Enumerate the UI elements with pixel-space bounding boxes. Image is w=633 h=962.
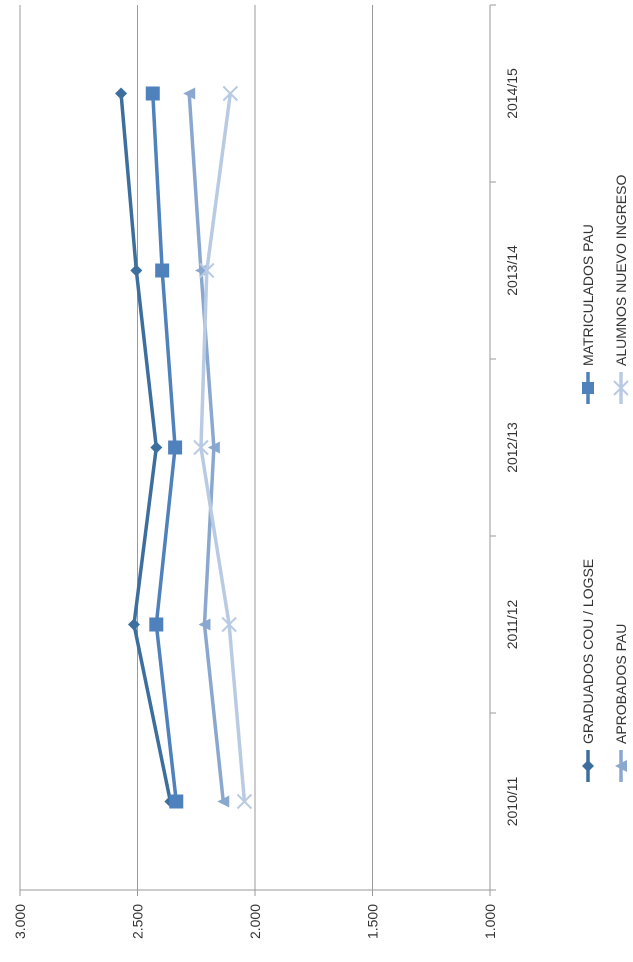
legend-aprobados: APROBADOS PAU <box>613 624 629 782</box>
data-point-x-stroke <box>193 439 209 456</box>
series-aprobados <box>183 87 230 808</box>
value-tick-label: 2.500 <box>130 904 146 939</box>
legend: GRADUADOS COU / LOGSE MATRICULADOS PAU APR… <box>580 175 629 782</box>
value-axis: 1.000 1.500 2.000 2.500 3.000 <box>12 890 498 939</box>
category-tick-label: 2012/13 <box>504 422 520 473</box>
data-point-diamond <box>127 618 140 631</box>
category-tick-label: 2013/14 <box>504 245 520 296</box>
category-axis: 2010/11 2011/12 2012/13 2013/14 2014/15 <box>490 4 520 891</box>
data-point-triangle <box>615 760 627 772</box>
data-point-square <box>168 440 183 455</box>
data-point-x-stroke <box>221 616 237 633</box>
category-tick-label: 2010/11 <box>504 777 520 827</box>
legend-label: APROBADOS PAU <box>613 624 629 744</box>
legend-label: ALUMNOS NUEVO INGRESO <box>613 175 629 366</box>
data-point-x <box>221 616 237 633</box>
data-point-x <box>199 262 215 279</box>
data-point-triangle <box>217 795 230 808</box>
data-point-triangle <box>207 441 220 454</box>
data-point-square <box>149 617 164 632</box>
data-point-x <box>613 380 629 396</box>
data-point-x-stroke <box>222 85 239 102</box>
category-tick-label: 2011/12 <box>504 600 520 650</box>
legend-graduados: GRADUADOS COU / LOGSE <box>580 559 596 782</box>
data-point-x-stroke <box>613 380 629 396</box>
data-point-square <box>582 382 594 394</box>
series-graduados <box>115 87 177 808</box>
plot-area <box>115 85 253 810</box>
data-point-triangle <box>183 87 196 100</box>
data-point-diamond <box>115 87 128 100</box>
value-tick-label: 3.000 <box>12 904 28 939</box>
legend-label: GRADUADOS COU / LOGSE <box>580 559 596 744</box>
data-point-square <box>155 263 170 278</box>
data-point-diamond <box>150 441 163 454</box>
gridlines <box>19 5 373 890</box>
series-line <box>199 93 247 802</box>
value-tick-label: 1.500 <box>365 904 381 939</box>
category-tick-label: 2014/15 <box>504 68 520 119</box>
data-point-x-stroke <box>199 262 215 279</box>
data-point-triangle <box>198 618 211 631</box>
data-point-x-stroke <box>236 793 253 810</box>
data-point-diamond <box>582 760 594 772</box>
value-tick-label: 1.000 <box>482 904 498 939</box>
data-point-diamond <box>130 264 143 277</box>
data-point-square <box>145 86 160 101</box>
value-tick-label: 2.000 <box>247 904 263 939</box>
legend-alumnos: ALUMNOS NUEVO INGRESO <box>613 175 629 404</box>
series-alumnos <box>193 85 253 810</box>
data-point-x <box>193 439 209 456</box>
data-point-square <box>169 794 184 809</box>
legend-matriculados: MATRICULADOS PAU <box>580 224 596 404</box>
data-point-x <box>236 793 253 810</box>
series-matriculados <box>145 86 184 809</box>
legend-label: MATRICULADOS PAU <box>580 224 596 366</box>
data-point-x <box>222 85 239 102</box>
